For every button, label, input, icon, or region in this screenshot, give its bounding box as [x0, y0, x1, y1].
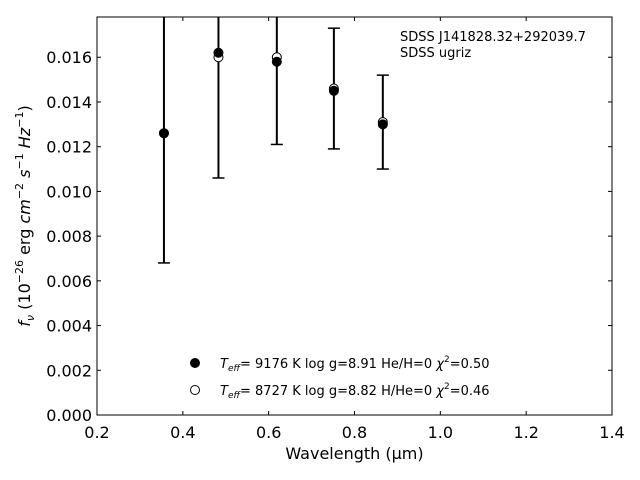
- y-label-symbol: f: [15, 319, 34, 327]
- data-point-filled: [271, 56, 282, 67]
- data-point-filled: [377, 119, 388, 130]
- y-tick-label: 0.016: [46, 48, 92, 67]
- y-tick-label: 0.006: [46, 272, 92, 291]
- legend-entry-1: Teff= 9176 K log g=8.91 He/H=0 χ2=0.50: [220, 355, 490, 374]
- x-tick-label: 0.6: [256, 423, 281, 442]
- x-tick-label: 1.0: [428, 423, 453, 442]
- x-tick-label: 0.4: [170, 423, 195, 442]
- y-label-s: s: [15, 170, 34, 178]
- y-label-close: ): [15, 105, 34, 111]
- y-tick-label: 0.014: [46, 93, 92, 112]
- y-label-hz: Hz: [15, 127, 34, 148]
- y-tick-label: 0.000: [46, 406, 92, 425]
- y-tick-label: 0.002: [46, 361, 92, 380]
- x-tick-label: 1.2: [513, 423, 538, 442]
- data-point-filled: [328, 85, 339, 96]
- y-label-exp-c: −1: [13, 153, 26, 169]
- y-label-subscript: ν: [24, 315, 37, 321]
- y-tick-label: 0.004: [46, 317, 92, 336]
- x-axis-label: Wavelength (μm): [285, 444, 423, 463]
- annotation-line-1: SDSS J141828.32+292039.7: [400, 30, 586, 45]
- y-tick-label: 0.012: [46, 138, 92, 157]
- x-tick-label: 0.8: [342, 423, 367, 442]
- y-label-exp-a: −26: [13, 260, 26, 283]
- legend-marker-filled: [190, 358, 200, 368]
- annotation-line-2: SDSS ugriz: [400, 46, 471, 61]
- y-label-exp-b: −2: [13, 183, 26, 199]
- y-tick-label: 0.008: [46, 227, 92, 246]
- y-tick-label: 0.010: [46, 182, 92, 201]
- y-label-exp-d: −1: [13, 112, 26, 128]
- legend-entry-2: Teff= 8727 K log g=8.82 H/He=0 χ2=0.46: [220, 382, 490, 401]
- data-point-filled: [213, 47, 224, 58]
- y-label-cm: cm: [15, 199, 34, 223]
- y-axis-label: fν (10−26 erg cm−2 s−1 Hz−1): [13, 105, 37, 326]
- legend: Teff= 9176 K log g=8.91 He/H=0 χ2=0.50 T…: [190, 355, 490, 401]
- plot-frame: [96, 16, 613, 416]
- x-tick-label: 0.2: [84, 423, 109, 442]
- x-tick-label: 1.4: [599, 423, 624, 442]
- y-label-unit-a: (10: [15, 283, 34, 315]
- x-axis-label-text: Wavelength (μm): [285, 444, 423, 463]
- data-point-filled: [158, 128, 169, 139]
- legend-marker-open: [190, 385, 200, 395]
- y-label-unit-b: erg: [15, 224, 34, 260]
